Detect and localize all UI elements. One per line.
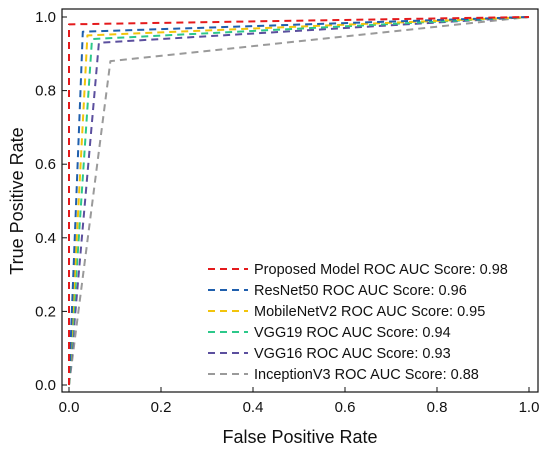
x-tick-label: 0.8 — [427, 399, 448, 416]
y-axis-ticks: 0.0 0.2 0.4 0.6 0.8 1.0 — [35, 9, 67, 394]
y-axis-title: True Positive Rate — [7, 127, 27, 274]
x-tick-label: 1.0 — [519, 399, 540, 416]
legend-label: MobileNetV2 ROC AUC Score: 0.95 — [254, 304, 485, 320]
legend-label: ResNet50 ROC AUC Score: 0.96 — [254, 283, 467, 299]
series-line — [68, 16, 530, 386]
y-tick-label: 0.4 — [35, 230, 56, 247]
y-tick-label: 0.6 — [35, 156, 56, 173]
series-line — [68, 16, 530, 386]
legend: Proposed Model ROC AUC Score: 0.98 ResNet… — [208, 262, 508, 383]
series-line — [68, 16, 530, 386]
y-tick-label: 0.8 — [35, 83, 56, 100]
x-tick-label: 0.0 — [59, 399, 80, 416]
plot-frame — [61, 8, 539, 393]
legend-label: InceptionV3 ROC AUC Score: 0.88 — [254, 367, 479, 383]
legend-label: VGG19 ROC AUC Score: 0.94 — [254, 325, 451, 341]
legend-label: VGG16 ROC AUC Score: 0.93 — [254, 346, 451, 362]
series-line — [68, 16, 530, 386]
y-tick-label: 0.2 — [35, 303, 56, 320]
series-line — [68, 16, 530, 386]
x-tick-label: 0.2 — [151, 399, 172, 416]
legend-label: Proposed Model ROC AUC Score: 0.98 — [254, 262, 508, 278]
series-lines — [68, 16, 530, 386]
x-axis-ticks: 0.0 0.2 0.4 0.6 0.8 1.0 — [59, 387, 540, 416]
series-line — [68, 16, 530, 385]
y-tick-label: 1.0 — [35, 9, 56, 26]
x-tick-label: 0.4 — [243, 399, 264, 416]
x-axis-title: False Positive Rate — [222, 427, 377, 447]
x-tick-label: 0.6 — [335, 399, 356, 416]
y-tick-label: 0.0 — [35, 377, 56, 394]
